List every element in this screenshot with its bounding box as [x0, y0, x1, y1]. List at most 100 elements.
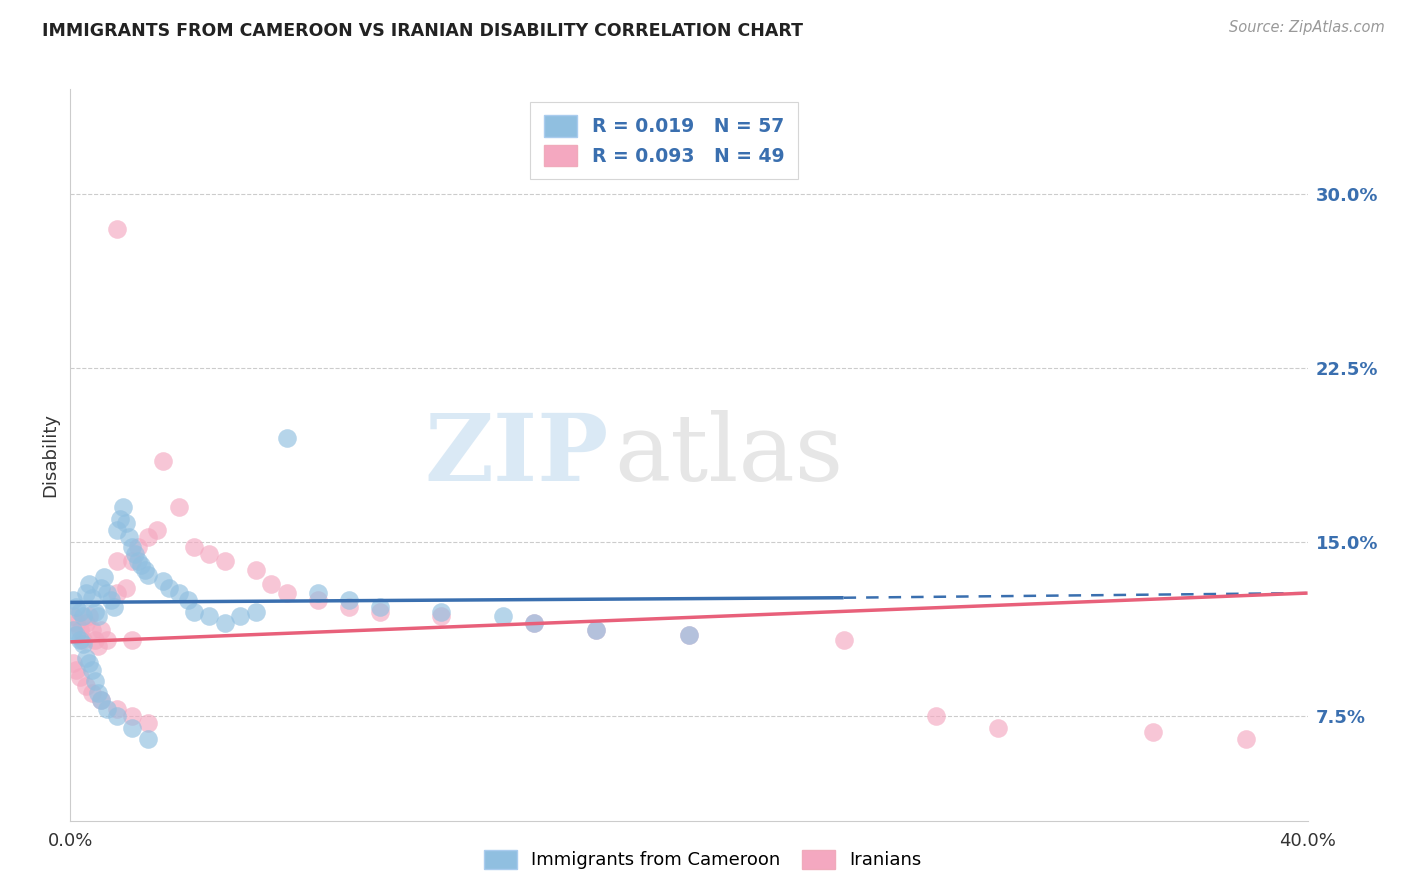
- Point: [987, 721, 1010, 735]
- Point: [245, 563, 267, 577]
- Point: [585, 624, 607, 638]
- Point: [96, 586, 118, 600]
- Point: [136, 732, 159, 747]
- Point: [72, 609, 94, 624]
- Point: [198, 547, 221, 561]
- Point: [368, 605, 391, 619]
- Text: IMMIGRANTS FROM CAMEROON VS IRANIAN DISABILITY CORRELATION CHART: IMMIGRANTS FROM CAMEROON VS IRANIAN DISA…: [42, 22, 803, 40]
- Point: [105, 553, 128, 567]
- Point: [368, 600, 391, 615]
- Point: [134, 563, 156, 577]
- Point: [337, 593, 360, 607]
- Text: ZIP: ZIP: [425, 410, 609, 500]
- Point: [105, 586, 128, 600]
- Point: [492, 609, 515, 624]
- Point: [260, 576, 283, 591]
- Point: [84, 605, 107, 619]
- Point: [121, 553, 143, 567]
- Point: [111, 500, 134, 515]
- Point: [90, 624, 112, 638]
- Point: [65, 616, 87, 631]
- Point: [152, 454, 174, 468]
- Point: [121, 540, 143, 554]
- Point: [183, 540, 205, 554]
- Point: [115, 582, 138, 596]
- Point: [1234, 732, 1257, 747]
- Point: [121, 721, 143, 735]
- Point: [69, 624, 91, 638]
- Point: [105, 221, 128, 235]
- Point: [96, 702, 118, 716]
- Point: [832, 632, 855, 647]
- Point: [127, 553, 149, 567]
- Point: [65, 628, 87, 642]
- Point: [276, 430, 298, 444]
- Y-axis label: Disability: Disability: [41, 413, 59, 497]
- Point: [93, 570, 115, 584]
- Point: [307, 586, 329, 600]
- Point: [80, 686, 103, 700]
- Point: [678, 628, 700, 642]
- Point: [77, 576, 100, 591]
- Point: [229, 609, 252, 624]
- Point: [62, 609, 84, 624]
- Point: [105, 709, 128, 723]
- Point: [62, 593, 84, 607]
- Point: [523, 616, 546, 631]
- Point: [307, 593, 329, 607]
- Legend: R = 0.019   N = 57, R = 0.093   N = 49: R = 0.019 N = 57, R = 0.093 N = 49: [530, 103, 799, 179]
- Point: [198, 609, 221, 624]
- Point: [69, 632, 91, 647]
- Point: [75, 616, 97, 631]
- Point: [84, 632, 107, 647]
- Legend: Immigrants from Cameroon, Iranians: Immigrants from Cameroon, Iranians: [475, 841, 931, 879]
- Point: [72, 637, 94, 651]
- Point: [167, 586, 190, 600]
- Point: [678, 628, 700, 642]
- Point: [103, 600, 125, 615]
- Point: [87, 609, 110, 624]
- Point: [183, 605, 205, 619]
- Point: [115, 516, 138, 531]
- Point: [152, 574, 174, 589]
- Point: [136, 530, 159, 544]
- Text: Source: ZipAtlas.com: Source: ZipAtlas.com: [1229, 20, 1385, 35]
- Point: [167, 500, 190, 515]
- Point: [136, 567, 159, 582]
- Point: [65, 663, 87, 677]
- Point: [69, 605, 91, 619]
- Point: [124, 547, 146, 561]
- Point: [105, 702, 128, 716]
- Point: [90, 582, 112, 596]
- Point: [72, 632, 94, 647]
- Point: [523, 616, 546, 631]
- Point: [214, 553, 236, 567]
- Point: [75, 651, 97, 665]
- Point: [87, 640, 110, 654]
- Point: [1142, 725, 1164, 739]
- Point: [80, 591, 103, 605]
- Point: [121, 632, 143, 647]
- Point: [177, 593, 200, 607]
- Point: [121, 709, 143, 723]
- Point: [337, 600, 360, 615]
- Point: [75, 586, 97, 600]
- Text: atlas: atlas: [614, 410, 844, 500]
- Point: [90, 693, 112, 707]
- Point: [62, 656, 84, 670]
- Point: [62, 624, 84, 638]
- Point: [75, 679, 97, 693]
- Point: [127, 540, 149, 554]
- Point: [131, 558, 153, 573]
- Point: [77, 609, 100, 624]
- Point: [108, 512, 131, 526]
- Point: [100, 593, 122, 607]
- Point: [105, 524, 128, 538]
- Point: [69, 670, 91, 684]
- Point: [585, 624, 607, 638]
- Point: [276, 586, 298, 600]
- Point: [136, 716, 159, 731]
- Point: [77, 656, 100, 670]
- Point: [118, 530, 141, 544]
- Point: [245, 605, 267, 619]
